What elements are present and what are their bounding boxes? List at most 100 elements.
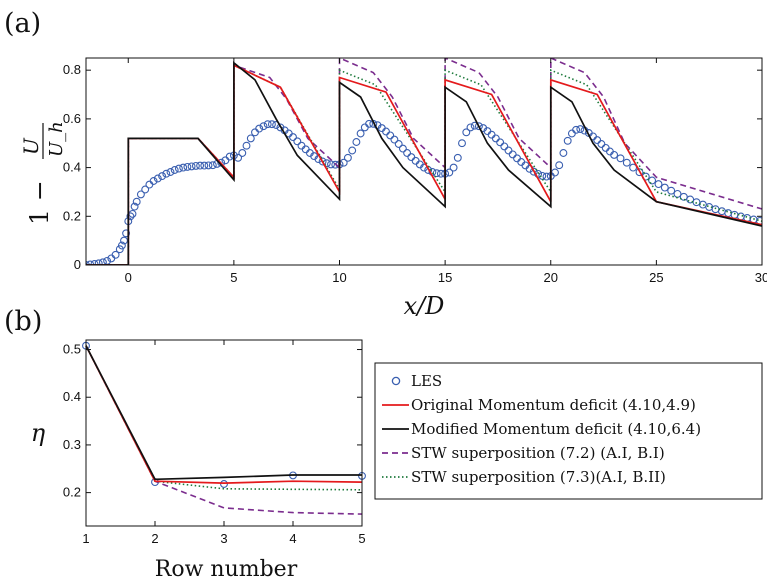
panel-b-x-tick-label: 4 [289, 531, 296, 546]
panel-a-les-point [166, 168, 175, 176]
panel-a-les-point [508, 150, 517, 159]
panel-a-les-point [293, 137, 302, 146]
panel-a-les-point [98, 258, 107, 265]
panel-b-y-tick-label: 0.5 [63, 342, 81, 357]
panel-b-plot-area [86, 340, 362, 526]
y-label-denominator: U_h [46, 121, 67, 157]
panel-a-les-point [500, 142, 509, 151]
panel-b-y-tick-label: 0.3 [63, 437, 81, 452]
panel-a-les-point [191, 161, 200, 170]
panel-a-les-point [117, 241, 126, 250]
panel-a-les-point [242, 141, 251, 150]
panel-a-les-point [654, 180, 663, 189]
panel-a-les-point [559, 149, 568, 157]
panel-a-les-point [263, 120, 272, 129]
panel-a-les-point [196, 161, 205, 170]
panel-a-les-point [208, 161, 217, 170]
panel-a-les-point [174, 164, 183, 173]
panel-b-series-line-2 [85, 345, 362, 481]
panel-a-les-point [327, 160, 335, 169]
panel-b-x-tick-label: 5 [358, 531, 365, 546]
panel-a-y-tick-label: 0.4 [63, 160, 81, 175]
panel-a-les-point [122, 229, 131, 238]
panel-a-les-point [610, 150, 619, 159]
panel-a-les-point [153, 174, 162, 183]
panel-a-les-point [686, 195, 695, 204]
panel-a-les-point [386, 131, 395, 140]
panel-a-les-point [179, 163, 188, 172]
panel-a-y-tick-label: 0.2 [63, 208, 81, 223]
panel-a-les-point [629, 163, 638, 172]
panel-b-x-tick-label: 2 [151, 531, 158, 546]
panel-a-les-point [660, 183, 669, 192]
panel-a-les-point [449, 163, 458, 172]
panel-a-x-tick-label: 30 [755, 270, 767, 285]
panel-a-les-point [466, 123, 475, 132]
panel-a-x-tick-label: 5 [230, 270, 237, 285]
panel-b-y-tick-label: 0.4 [63, 389, 81, 404]
panel-a-les-point [267, 120, 276, 129]
legend-item: STW superposition (7.3)(A.I, B.II) [382, 468, 666, 486]
panel-a-les-point [403, 149, 412, 157]
panel-a-y-tick-label: 0.8 [63, 62, 81, 77]
panel-a-les-point [158, 172, 167, 181]
panel-a-les-point [453, 153, 462, 162]
panel-a-les-point [255, 124, 264, 133]
panel-b-y-axis-label: η [31, 419, 46, 447]
panel-a-x-tick-label: 25 [649, 270, 663, 285]
panel-a-les-point [474, 122, 483, 131]
panel-a-x-tick-label: 20 [544, 270, 558, 285]
legend-box [374, 362, 763, 500]
panel-a-les-point [238, 149, 247, 157]
legend: LES Original Momentum deficit (4.10,4.9) M… [374, 362, 763, 500]
panel-a-les-point [90, 260, 99, 265]
panel-b-label: (b) [4, 306, 42, 337]
panel-a-series-line-2 [86, 61, 762, 265]
legend-label: STW superposition (7.3)(A.I, B.II) [411, 468, 666, 486]
panel-a-les-point [597, 140, 606, 148]
panel-a-les-point [667, 186, 676, 195]
panel-a-les-point [246, 134, 255, 143]
panel-a-les-point [111, 250, 120, 259]
y-label-one-minus: 1 − [25, 180, 54, 225]
panel-a-les-point [648, 176, 657, 185]
panel-a-les-point [94, 259, 103, 265]
panel-a-les-point [555, 161, 564, 170]
legend-label: STW superposition (7.2) (A.I, B.I) [411, 444, 665, 462]
legend-marker-les [391, 376, 401, 386]
panel-a-les-point [289, 133, 297, 142]
panel-b-x-tick-label: 3 [220, 531, 227, 546]
panel-a-les-point [458, 139, 466, 148]
panel-a-les-point [462, 128, 471, 137]
panel-a-x-tick-label: 10 [332, 270, 346, 285]
panel-a-les-point [529, 167, 538, 176]
panel-a-les-point [259, 122, 268, 131]
panel-a-les-point [200, 161, 209, 170]
panel-a-les-point [635, 168, 644, 177]
legend-item: LES [391, 372, 442, 390]
panel-b-x-tick-label: 1 [82, 531, 89, 546]
panel-a-x-tick-label: 15 [438, 270, 452, 285]
panel-a-chart: 0 5 10 15 20 25 30 0 0.2 0.4 0.6 0.8 1 − U U_h x/D [19, 57, 767, 320]
panel-a-les-point [130, 202, 139, 211]
legend-item: STW superposition (7.2) (A.I, B.I) [382, 444, 665, 462]
panel-a-les-point [136, 190, 145, 199]
panel-a-les-point [149, 177, 158, 185]
legend-label: Original Momentum deficit (4.10,4.9) [411, 396, 696, 414]
panel-a-les-point [622, 158, 631, 167]
panel-b-les-point [220, 480, 228, 488]
panel-a-les-point [390, 135, 399, 144]
panel-a-les-point [491, 134, 500, 143]
panel-a-y-axis-label: 1 − U U_h [19, 121, 67, 225]
panel-a-les-point [132, 197, 141, 206]
panel-a-les-point [542, 172, 551, 181]
panel-a-les-point [141, 185, 150, 194]
panel-a-les-point [126, 212, 135, 221]
panel-b-chart: 1 2 3 4 5 0.2 0.3 0.4 0.5 η Row number [31, 339, 366, 582]
panel-a-les-point [343, 153, 352, 162]
panel-a-les-point [572, 125, 581, 134]
panel-a-axes-box [85, 57, 763, 266]
panel-a-les-point [162, 169, 171, 178]
panel-a-les-point [365, 119, 374, 128]
panel-a-les-point [394, 140, 403, 148]
